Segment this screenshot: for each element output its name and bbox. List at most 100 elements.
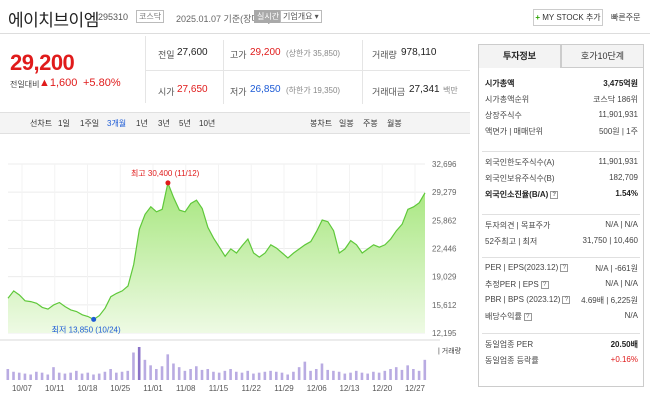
volume-bar [29, 374, 32, 380]
volume-bar [269, 370, 272, 380]
tab-1d[interactable]: 1일 [58, 119, 70, 128]
info-value: 3,475억원 [603, 79, 638, 88]
x-tick-label: 12/27 [405, 384, 426, 393]
info-value: N/A [624, 311, 638, 320]
quick-order-button[interactable]: 빠른주문 [611, 13, 641, 22]
y-tick-label: 32,696 [432, 160, 457, 169]
help-icon[interactable]: ? [560, 263, 569, 272]
y-tick-label: 29,279 [432, 188, 457, 197]
info-row: PBR | BPS (2023.12)? 4.69배 | 6,225원 [483, 294, 638, 308]
tab-daily[interactable]: 일봉 [339, 119, 354, 128]
x-tick-label: 12/06 [307, 384, 328, 393]
investment-info-panel [478, 67, 644, 387]
volume-bar [292, 371, 295, 380]
company-overview-button[interactable]: 기업개요 ▾ [280, 10, 322, 23]
info-row: 시가총액 3,475억원 [483, 77, 638, 91]
info-label: 배당수익률? [485, 311, 532, 322]
tab-monthly[interactable]: 월봉 [387, 119, 402, 128]
info-label: 상장주식수 [485, 111, 522, 120]
industry-per-value: 20.50배 [610, 340, 638, 349]
industry-change-value: +0.16% [610, 355, 638, 364]
volume-bar [383, 370, 387, 380]
info-row: PER | EPS(2023.12)? N/A | -661원 [483, 262, 638, 276]
volume-bar [149, 365, 152, 380]
period-tabs: 선차트 1일 1주일 3개월 1년 3년 5년 10년 봉차트 일봉 주봉 월봉 [0, 112, 470, 134]
date-label: 2025.01.07 기준(장마감) [176, 14, 271, 24]
volume-bar [23, 373, 27, 380]
industry-per-label: 동일업종 PER [485, 340, 534, 349]
prev-close-label: 전일 [158, 50, 175, 60]
volume-bar [360, 372, 364, 380]
high-value: 29,200 [250, 47, 281, 58]
volume-bar [280, 372, 284, 380]
add-my-stock-button[interactable]: + MY STOCK 추가 [533, 9, 603, 26]
amount-value: 27,341 [409, 84, 440, 95]
volume-bar [252, 373, 255, 380]
tab-1w[interactable]: 1주일 [80, 119, 100, 128]
info-label: 액면가 | 매매단위 [485, 127, 544, 136]
volume-bar [337, 371, 341, 380]
change-label: 전일대비 [10, 80, 40, 89]
x-tick-label: 10/18 [77, 384, 98, 393]
price-chart[interactable]: 32,696 29,279 25,862 22,446 19,029 15,612 12,1… [0, 140, 468, 400]
volume-bar [286, 374, 290, 380]
divider [223, 40, 224, 104]
realtime-badge[interactable]: 실시간 [254, 10, 283, 23]
tab-1y[interactable]: 1년 [136, 119, 148, 128]
tab-weekly[interactable]: 주봉 [363, 119, 378, 128]
volume-bar [155, 369, 158, 380]
tab-3m[interactable]: 3개월 [107, 119, 127, 128]
volume-bar [46, 374, 50, 380]
volume-bar [314, 369, 318, 380]
volume-bar [326, 369, 329, 380]
tab-5y[interactable]: 5년 [179, 119, 191, 128]
volume-bar [366, 373, 369, 380]
stock-code: 295310 [98, 12, 129, 22]
info-row: 시가총액순위 코스닥 186위 [483, 93, 638, 107]
volume-bar [206, 369, 210, 380]
info-value: 1.54% [615, 189, 638, 198]
x-tick-label: 12/20 [372, 384, 393, 393]
add-my-stock-label: MY STOCK 추가 [542, 13, 601, 22]
help-icon[interactable]: ? [523, 312, 532, 321]
help-icon[interactable]: ? [550, 190, 559, 199]
info-value: 4.69배 | 6,225원 [581, 296, 638, 305]
volume-bar [132, 352, 135, 380]
price-box: 29,200 전일대비 ▲1,600 +5.80% [0, 36, 146, 103]
stock-name: 에이치브이엠 [8, 11, 99, 30]
volume-bar [389, 369, 392, 380]
help-icon[interactable]: ? [540, 280, 549, 289]
max-annotation: 최고 30,400 (11/12) [131, 168, 200, 178]
volume-bar [257, 372, 261, 380]
max-point [165, 180, 171, 186]
info-row: 액면가 | 매매단위 500원 | 1주 [483, 125, 638, 139]
help-icon[interactable]: ? [562, 295, 571, 304]
info-value: 500원 | 1주 [598, 127, 638, 136]
x-tick-label: 10/25 [110, 384, 131, 393]
tab-order-book[interactable]: 호가10단계 [561, 44, 644, 68]
info-value: 11,901,931 [598, 157, 638, 166]
volume-bar [274, 371, 278, 380]
tab-3y[interactable]: 3년 [158, 119, 170, 128]
industry-per: 동일업종 PER 20.50배 [483, 338, 638, 352]
tab-10y[interactable]: 10년 [199, 119, 216, 128]
info-label: 투자의견 | 목표주가 [485, 221, 551, 230]
info-label: 추정PER | EPS? [485, 279, 549, 290]
info-label: 52주최고 | 최저 [485, 237, 538, 246]
volume-bar [394, 367, 398, 380]
x-tick-label: 11/15 [209, 384, 229, 393]
info-label: 시가총액 [485, 79, 515, 88]
price-line [7, 180, 426, 321]
volume-bar [52, 367, 55, 380]
volume-bar [412, 369, 415, 380]
info-value: 코스닥 186위 [592, 95, 638, 104]
volume-bar [309, 370, 312, 380]
volume-bar [166, 354, 170, 380]
amount-unit: 백만 [443, 86, 458, 95]
info-row: 투자의견 | 목표주가 N/A | N/A [483, 219, 638, 233]
volume-bar [195, 366, 198, 380]
tab-investment-info[interactable]: 투자정보 [478, 44, 561, 68]
upper-limit: (상한가 35,850) [286, 49, 341, 58]
volume-bar [92, 374, 95, 380]
volume-bar [303, 361, 307, 380]
